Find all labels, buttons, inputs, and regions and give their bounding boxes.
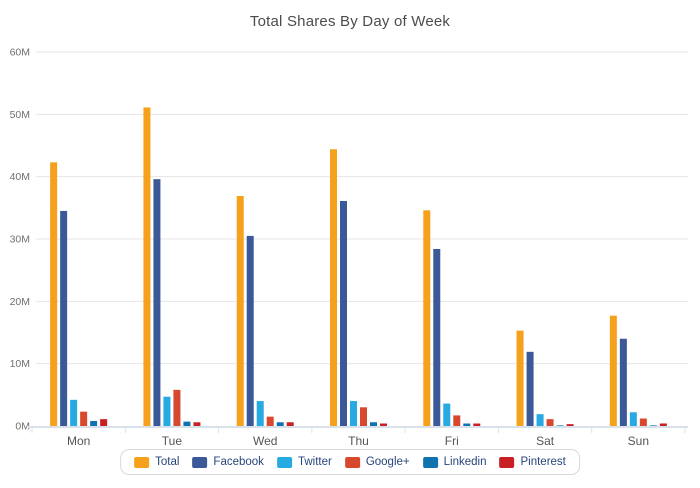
- bar-total-tue[interactable]: [143, 107, 151, 426]
- chart-title: Total Shares By Day of Week: [249, 13, 451, 30]
- gridlines: [36, 51, 688, 365]
- bar-pinterest-sat[interactable]: [566, 424, 574, 426]
- bar-twitter-tue[interactable]: [163, 396, 171, 426]
- bar-linkedin-fri[interactable]: [463, 423, 471, 426]
- bar-facebook-thu[interactable]: [340, 200, 347, 426]
- bars: [50, 107, 667, 427]
- legend-item-linkedin[interactable]: Linkedin: [422, 456, 487, 468]
- legend-label-total: Total: [155, 456, 180, 468]
- bar-total-fri[interactable]: [423, 210, 431, 426]
- legend-label-linkedin: Linkedin: [443, 456, 487, 468]
- plot-area: 0M 10M 20M 30M 40M 50M 60M Mon Tue Wed Thu Fri Sat Su…: [10, 47, 688, 448]
- legend-swatch-twitter: [276, 456, 292, 468]
- bar-pinterest-thu[interactable]: [380, 423, 387, 426]
- bar-total-thu[interactable]: [330, 149, 337, 427]
- y-tick-label: 60M: [10, 47, 30, 59]
- bar-twitter-sun[interactable]: [629, 412, 637, 426]
- bar-linkedin-wed[interactable]: [276, 422, 284, 426]
- bar-googleplus-sun[interactable]: [639, 418, 647, 426]
- x-axis-ticks: [31, 428, 686, 433]
- x-axis-labels: Mon Tue Wed Thu Fri Sat Sun: [67, 434, 649, 448]
- bar-facebook-tue[interactable]: [153, 179, 161, 426]
- bar-linkedin-tue[interactable]: [183, 421, 191, 426]
- bar-facebook-sat[interactable]: [526, 351, 534, 426]
- bar-linkedin-thu[interactable]: [370, 422, 377, 426]
- legend: Total Facebook Twitter Google+ Linkedin Pinte…: [120, 449, 580, 475]
- x-category-label: Sun: [628, 434, 649, 448]
- legend-item-googleplus[interactable]: Google+: [344, 456, 410, 468]
- legend-label-facebook: Facebook: [213, 456, 264, 468]
- bar-twitter-wed[interactable]: [256, 401, 264, 426]
- bar-googleplus-wed[interactable]: [266, 416, 274, 426]
- bar-total-sun[interactable]: [609, 315, 617, 426]
- y-axis-labels: 0M 10M 20M 30M 40M 50M 60M: [10, 47, 30, 433]
- bar-pinterest-mon[interactable]: [100, 419, 108, 426]
- y-tick-label: 40M: [10, 171, 30, 183]
- legend-item-pinterest[interactable]: Pinterest: [499, 456, 566, 468]
- bar-total-sat[interactable]: [516, 330, 524, 426]
- bar-facebook-wed[interactable]: [246, 235, 254, 426]
- bar-facebook-sun[interactable]: [619, 338, 627, 426]
- bar-linkedin-sun[interactable]: [649, 425, 657, 426]
- legend-swatch-facebook: [192, 456, 208, 468]
- bar-twitter-fri[interactable]: [443, 403, 451, 426]
- x-category-label: Fri: [445, 434, 459, 448]
- legend-swatch-linkedin: [422, 456, 438, 468]
- bar-pinterest-fri[interactable]: [473, 423, 481, 426]
- bar-linkedin-mon[interactable]: [90, 421, 98, 426]
- legend-item-total[interactable]: Total: [134, 456, 179, 468]
- bar-pinterest-tue[interactable]: [193, 422, 201, 426]
- bar-pinterest-wed[interactable]: [286, 422, 294, 426]
- bar-facebook-mon[interactable]: [60, 210, 68, 426]
- bar-total-mon[interactable]: [50, 162, 58, 426]
- bar-pinterest-sun[interactable]: [659, 423, 667, 426]
- legend-item-facebook[interactable]: Facebook: [192, 456, 264, 468]
- legend-label-twitter: Twitter: [297, 456, 332, 468]
- bar-total-wed[interactable]: [236, 195, 244, 426]
- bar-googleplus-sat[interactable]: [546, 419, 554, 426]
- bar-linkedin-sat[interactable]: [556, 425, 564, 426]
- y-tick-label: 50M: [10, 109, 30, 121]
- legend-label-googleplus: Google+: [365, 456, 410, 468]
- x-category-label: Thu: [348, 434, 369, 448]
- legend-swatch-pinterest: [499, 456, 515, 468]
- legend-swatch-googleplus: [344, 456, 360, 468]
- bar-twitter-sat[interactable]: [536, 414, 544, 426]
- y-tick-label: 10M: [10, 358, 30, 370]
- bar-googleplus-thu[interactable]: [360, 407, 367, 426]
- y-tick-label: 20M: [10, 296, 30, 308]
- bar-facebook-fri[interactable]: [433, 248, 441, 426]
- bar-twitter-thu[interactable]: [350, 401, 357, 426]
- bar-twitter-mon[interactable]: [70, 399, 78, 426]
- x-category-label: Mon: [67, 434, 90, 448]
- x-category-label: Tue: [162, 434, 183, 448]
- x-category-label: Wed: [253, 434, 277, 448]
- legend-label-pinterest: Pinterest: [520, 456, 566, 468]
- y-tick-label: 0M: [15, 421, 30, 433]
- bar-googleplus-fri[interactable]: [453, 415, 461, 426]
- legend-swatch-total: [134, 456, 150, 468]
- legend-item-twitter[interactable]: Twitter: [276, 456, 332, 468]
- y-tick-label: 30M: [10, 234, 30, 246]
- bar-googleplus-tue[interactable]: [173, 389, 181, 426]
- bar-googleplus-mon[interactable]: [80, 411, 88, 426]
- x-category-label: Sat: [536, 434, 555, 448]
